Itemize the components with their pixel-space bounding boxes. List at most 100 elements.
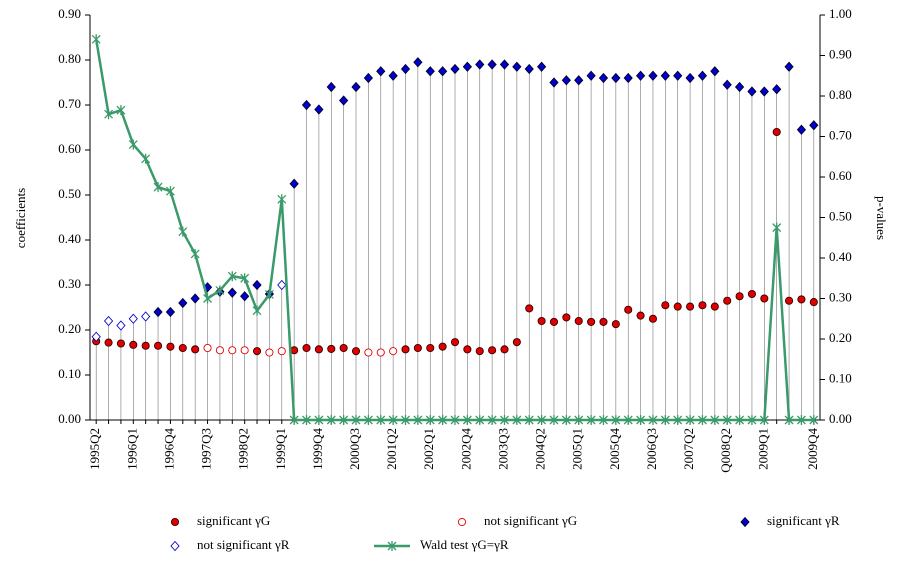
data-point [587,317,596,326]
data-point [734,81,745,93]
x-tick-label: 1999Q1 [273,428,288,470]
data-point [389,347,398,356]
data-point [772,127,781,137]
data-point [599,415,608,425]
data-point [215,285,225,296]
data-point [648,415,658,425]
data-point [363,415,373,425]
data-point [673,70,683,81]
legend-marker [740,516,750,528]
legend-label: significant γG [197,513,270,528]
data-point [190,293,200,304]
y2-tick-label: 0.50 [829,208,852,223]
data-point [722,79,732,90]
data-point [178,343,187,353]
data-point [252,347,262,356]
data-point [277,194,287,205]
data-point [772,84,782,95]
x-tick-label: 2004Q2 [533,428,548,470]
data-point [364,348,373,357]
data-point [450,415,460,425]
data-point [598,72,609,84]
data-point [264,289,274,300]
data-point [425,66,435,77]
data-point [153,306,163,318]
data-point [104,109,114,120]
data-point [784,61,794,72]
x-tick-label: 2006Q3 [644,428,659,470]
data-point [710,66,720,77]
data-point [215,346,224,355]
data-point [796,124,807,135]
x-tick-label: 2005Q4 [607,428,622,470]
data-point [104,338,113,347]
data-point [165,186,175,197]
data-point [561,415,571,425]
data-point [463,345,472,354]
data-point [500,415,509,425]
data-point [339,415,349,425]
legend-label: significant γR [767,513,840,528]
data-point [759,86,769,97]
data-point [314,415,324,425]
data-point [462,415,472,425]
y2-tick-label: 0.20 [829,330,852,345]
data-point [648,314,658,323]
data-point [277,347,286,356]
y2-tick-label: 0.60 [829,168,852,183]
data-point [240,273,250,284]
legend-marker [387,541,397,551]
data-point [599,317,608,326]
x-tick-label: 1997Q3 [199,428,214,470]
data-point [487,415,497,425]
data-point [252,279,262,291]
y-tick-label: 0.70 [58,96,81,111]
data-point [537,415,547,425]
x-tick-label: 2002Q4 [458,428,473,470]
data-point [697,415,707,425]
data-point [500,345,509,354]
data-point [153,182,163,193]
data-point [759,415,769,425]
data-point [351,347,361,356]
y-tick-label: 0.50 [58,186,81,201]
data-point [326,415,336,425]
data-point [141,341,150,350]
data-point [388,415,398,425]
data-point [660,415,670,425]
data-point [623,415,633,425]
data-point [624,305,633,314]
x-tick-label: 1998Q2 [236,428,251,470]
data-point [760,294,769,303]
data-point [796,415,806,425]
data-point [685,72,695,84]
data-point [524,63,534,75]
data-point [438,415,448,425]
data-point [178,226,188,237]
data-point [524,415,534,425]
data-point [252,305,262,316]
data-point [747,289,756,299]
data-point [462,61,472,72]
data-point [586,70,596,81]
data-point [166,342,175,351]
x-tick-label: 1996Q1 [124,428,139,470]
legend-label: not significant γG [484,513,577,528]
data-point [611,72,621,84]
x-tick-label: 2007Q2 [681,428,696,470]
data-point [190,248,200,259]
legend-marker [457,517,467,527]
data-point [549,415,559,425]
data-point [116,105,126,116]
data-point [388,70,398,81]
x-tick-label: 2003Q3 [495,428,510,470]
x-tick-label: 2009Q1 [755,428,770,470]
data-point [809,298,818,307]
data-point [240,346,249,355]
x-tick-label: 2002Q1 [421,428,436,470]
data-point [488,346,497,355]
data-point [785,296,794,305]
data-point [450,63,460,75]
data-point [400,63,411,75]
data-point [487,59,497,70]
